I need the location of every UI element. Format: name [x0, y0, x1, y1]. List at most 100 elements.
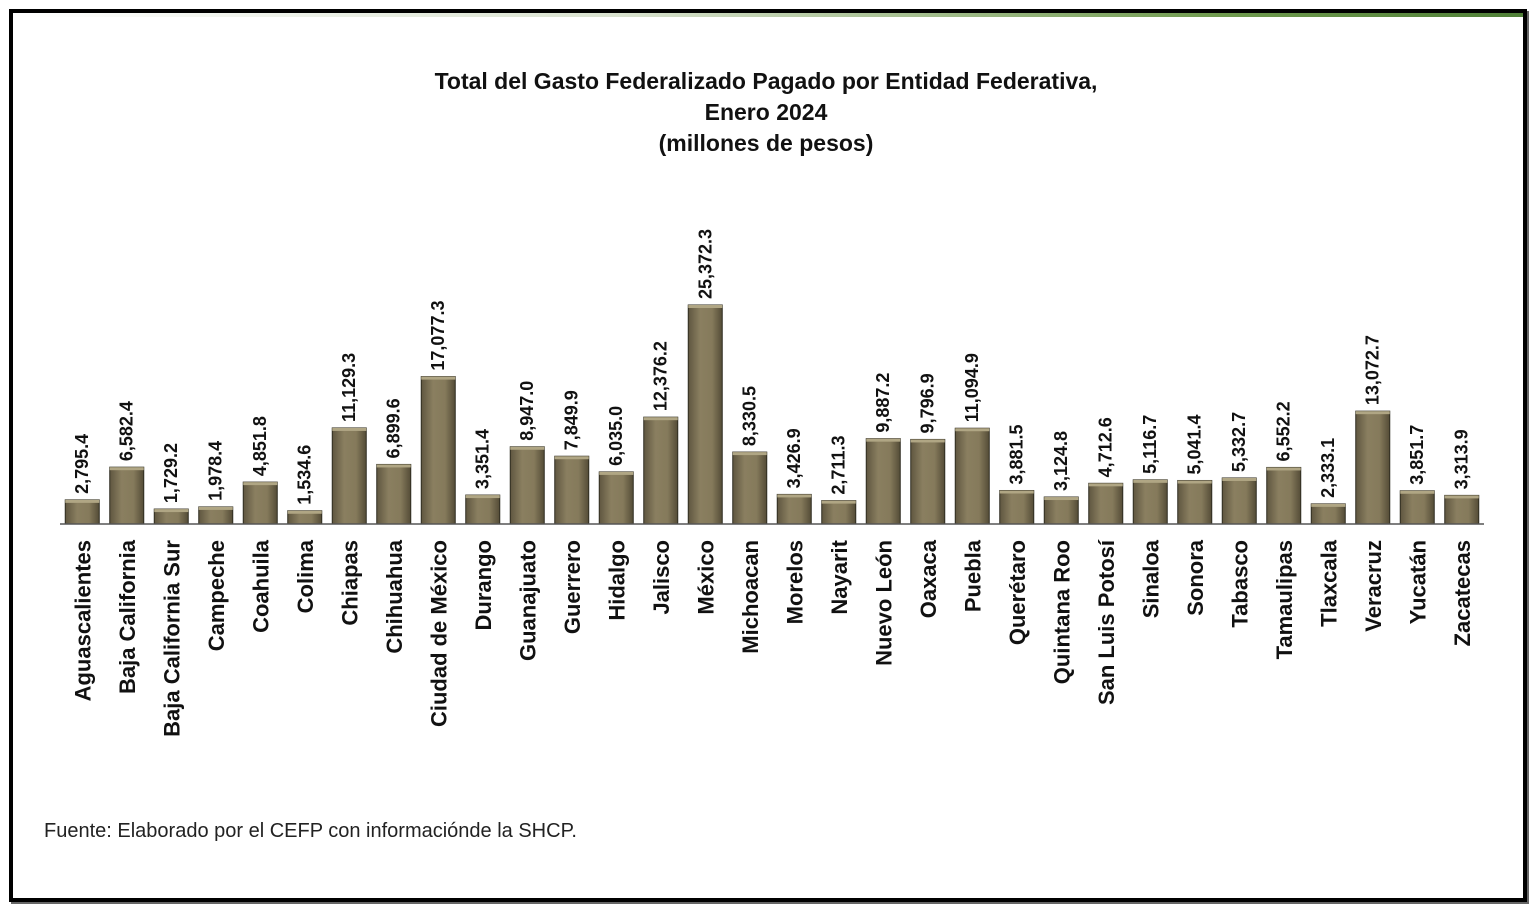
bar-top-sinaloa	[1133, 479, 1168, 483]
value-label-puebla: 11,094.9	[962, 353, 982, 422]
category-label-sinaloa: Sinaloa	[1138, 539, 1163, 618]
bar-top-baja-california	[109, 467, 144, 471]
chart-frame	[9, 9, 1527, 902]
value-labels-layer: 2,795.4 6,582.4 1,729.2 1,978.4 4,851.8 1,534…	[72, 229, 1472, 505]
bar-top-chihuahua	[376, 464, 411, 468]
bar-coahuila	[242, 481, 278, 525]
category-label-jalisco: Jalisco	[649, 540, 674, 615]
category-label-nayarit: Nayarit	[827, 539, 852, 614]
bar-tabasco	[1221, 477, 1257, 525]
bar-guanajuato	[509, 446, 545, 525]
category-label-morelos: Morelos	[782, 540, 807, 624]
value-label-campeche: 1,978.4	[206, 441, 226, 501]
bar-top-quintana-roo	[1044, 497, 1079, 501]
bar-top-sonora	[1177, 480, 1212, 484]
bar-jalisco	[643, 416, 679, 525]
bar-top-puebla	[955, 428, 990, 432]
category-label-mexico: México	[693, 540, 718, 615]
value-label-oaxaca: 9,796.9	[918, 373, 938, 433]
chart-title-line-1: Total del Gasto Federalizado Pagado por …	[434, 68, 1098, 94]
value-label-hidalgo: 6,035.0	[606, 406, 626, 466]
value-label-aguascalientes: 2,795.4	[72, 434, 92, 494]
bar-top-nayarit	[821, 500, 856, 504]
value-label-guanajuato: 8,947.0	[517, 381, 537, 441]
bar-top-baja-california-sur	[154, 509, 189, 513]
bar-top-coahuila	[243, 482, 278, 486]
bar-zacatecas	[1444, 494, 1480, 525]
bar-top-oaxaca	[910, 439, 945, 443]
category-label-durango: Durango	[471, 540, 496, 630]
bar-top-durango	[465, 495, 500, 499]
value-label-guerrero: 7,849.9	[562, 390, 582, 450]
chart-title-line-2: Enero 2024	[704, 99, 828, 125]
category-label-tabasco: Tabasco	[1227, 540, 1252, 628]
value-label-coahuila: 4,851.8	[250, 416, 270, 476]
category-label-quintana-roo: Quintana Roo	[1049, 540, 1074, 684]
category-label-sonora: Sonora	[1183, 539, 1208, 616]
value-label-sinaloa: 5,116.7	[1140, 415, 1160, 474]
bar-nuevo-leon	[865, 438, 901, 525]
value-label-san-luis-potosi: 4,712.6	[1096, 417, 1116, 477]
bar-top-tlaxcala	[1311, 503, 1346, 507]
category-label-chihuahua: Chihuahua	[382, 539, 407, 653]
value-label-nayarit: 2,711.3	[829, 436, 849, 495]
bar-puebla	[954, 427, 990, 525]
category-label-hidalgo: Hidalgo	[604, 540, 629, 621]
value-label-tamaulipas: 6,552.2	[1274, 401, 1294, 461]
bar-top-chiapas	[332, 427, 367, 431]
bar-morelos	[776, 493, 812, 525]
bars-layer	[64, 304, 1480, 525]
bar-yucatan	[1399, 490, 1435, 525]
bar-tamaulipas	[1266, 466, 1302, 525]
frame-accent-bar	[13, 13, 1523, 17]
bar-top-campeche	[198, 506, 233, 510]
category-label-michoacan: Michoacan	[738, 540, 763, 654]
category-labels-layer: Aguascalientes Baja California Baja Califo…	[70, 539, 1475, 737]
value-label-zacatecas: 3,313.9	[1452, 429, 1472, 489]
bar-top-tamaulipas	[1266, 467, 1301, 471]
bar-top-zacatecas	[1444, 495, 1479, 499]
bar-sinaloa	[1132, 479, 1168, 525]
bar-top-queretaro	[999, 490, 1034, 494]
category-label-colima: Colima	[293, 539, 318, 613]
bar-quintana-roo	[1043, 496, 1079, 525]
source-note: Fuente: Elaborado por el CEFP con inform…	[44, 820, 577, 842]
bar-top-mexico	[688, 305, 723, 308]
bar-mexico	[687, 304, 723, 525]
bar-top-guanajuato	[510, 446, 545, 450]
value-label-ciudad-de-mexico: 17,077.3	[428, 301, 448, 371]
value-label-chihuahua: 6,899.6	[384, 398, 404, 458]
bar-top-san-luis-potosi	[1088, 483, 1123, 487]
category-label-queretaro: Querétaro	[1005, 540, 1030, 645]
bar-top-michoacan	[732, 452, 767, 456]
category-label-san-luis-potosi: San Luis Potosí	[1094, 539, 1119, 705]
value-label-durango: 3,351.4	[473, 429, 493, 489]
category-label-campeche: Campeche	[204, 540, 229, 651]
category-label-ciudad-de-mexico: Ciudad de México	[426, 540, 451, 727]
bar-chihuahua	[376, 463, 412, 525]
bar-nayarit	[821, 500, 857, 525]
bar-ciudad-de-mexico	[420, 376, 456, 525]
category-label-baja-california: Baja California	[115, 539, 140, 694]
bar-top-jalisco	[643, 417, 678, 421]
bar-baja-california	[109, 466, 145, 525]
value-label-veracruz: 13,072.7	[1363, 335, 1383, 405]
value-label-morelos: 3,426.9	[784, 428, 804, 488]
bar-michoacan	[732, 451, 768, 525]
category-label-veracruz: Veracruz	[1361, 540, 1386, 632]
bar-top-hidalgo	[599, 471, 634, 475]
value-label-jalisco: 12,376.2	[651, 341, 671, 411]
value-label-baja-california: 6,582.4	[117, 401, 137, 461]
category-label-guanajuato: Guanajuato	[515, 540, 540, 661]
bar-hidalgo	[598, 471, 634, 525]
bar-top-colima	[287, 510, 322, 514]
value-label-tabasco: 5,332.7	[1229, 412, 1249, 472]
bar-veracruz	[1355, 410, 1391, 525]
bar-top-ciudad-de-mexico	[421, 376, 456, 380]
bar-queretaro	[999, 489, 1035, 525]
category-label-yucatan: Yucatán	[1405, 540, 1430, 624]
value-label-tlaxcala: 2,333.1	[1318, 438, 1338, 498]
bar-top-yucatan	[1400, 490, 1435, 494]
bar-guerrero	[554, 455, 590, 525]
value-label-nuevo-leon: 9,887.2	[873, 373, 893, 433]
